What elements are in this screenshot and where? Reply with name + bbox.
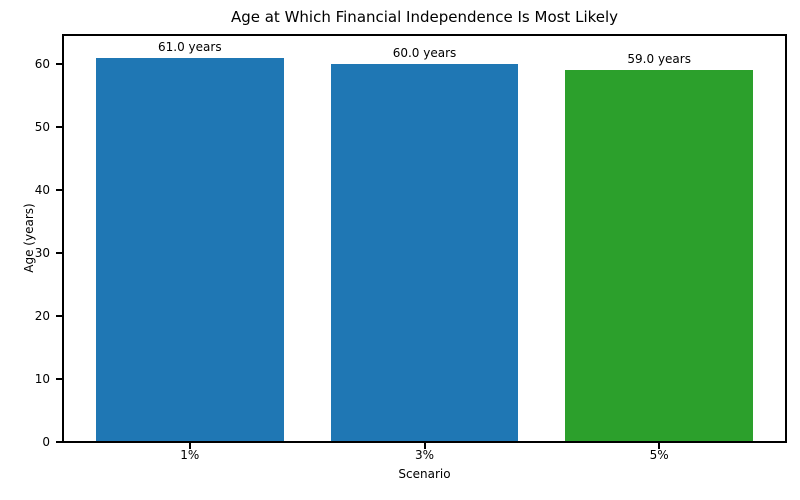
y-tick-label: 60 — [34, 57, 50, 71]
bar-3% — [330, 64, 519, 442]
y-tick-mark — [56, 315, 62, 317]
y-tick-mark — [56, 126, 62, 128]
chart-title: Age at Which Financial Independence Is M… — [230, 8, 619, 26]
x-tick-label: 5% — [649, 448, 669, 462]
y-tick-label: 20 — [34, 309, 50, 323]
y-tick-label: 50 — [34, 120, 50, 134]
x-tick-mark — [423, 443, 426, 449]
x-axis-label: Scenario — [398, 467, 451, 481]
x-tick-label: 1% — [180, 448, 200, 462]
bar-value-label: 60.0 years — [392, 46, 457, 60]
y-axis-label: Age (years) — [22, 203, 36, 273]
y-tick-mark — [56, 63, 62, 65]
y-tick-mark — [56, 378, 62, 380]
y-tick-mark — [56, 252, 62, 254]
bar-value-label: 59.0 years — [627, 52, 691, 67]
y-tick-label: 10 — [34, 372, 50, 386]
y-tick-label: 0 — [42, 435, 50, 449]
x-tick-mark — [188, 443, 191, 449]
bar-value-label: 61.0 years — [158, 39, 222, 54]
y-tick-mark — [56, 189, 62, 191]
x-tick-mark — [658, 443, 661, 449]
bar-5% — [565, 70, 754, 442]
x-tick-label: 3% — [414, 448, 435, 462]
y-tick-label: 40 — [34, 183, 50, 197]
y-tick-label: 30 — [34, 246, 50, 260]
bar-1% — [95, 57, 284, 442]
y-tick-mark — [56, 441, 62, 443]
